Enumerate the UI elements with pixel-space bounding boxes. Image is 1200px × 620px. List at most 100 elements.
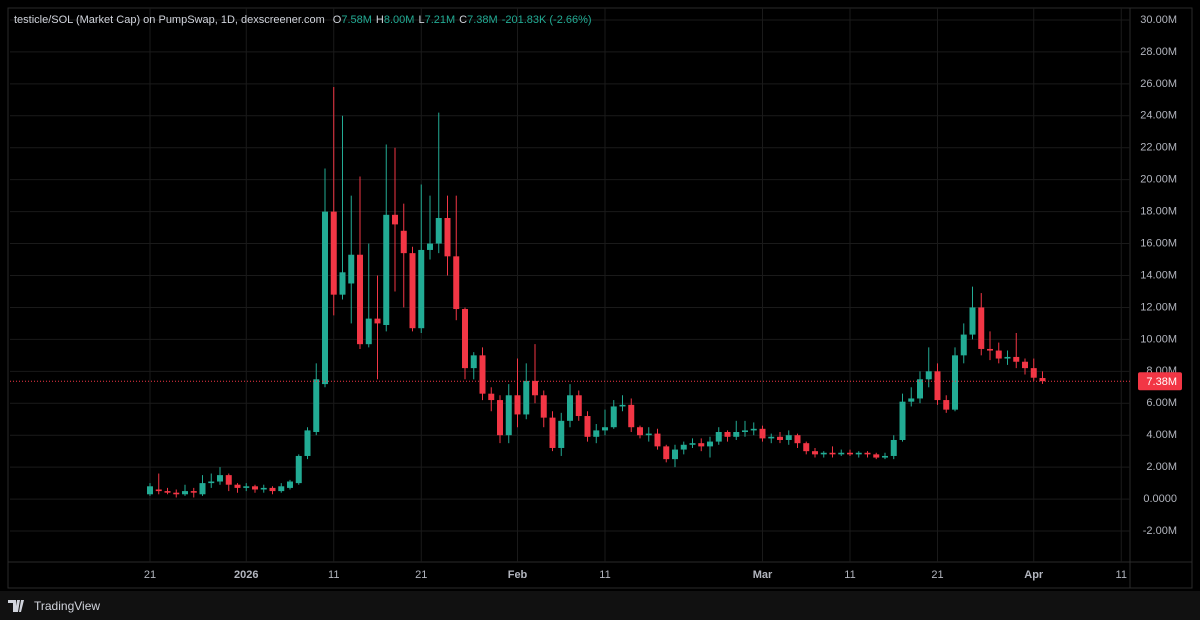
candle-body [453,256,460,310]
candle-body [698,443,705,447]
candle-body [1030,368,1037,378]
candle-body [558,420,565,448]
candle-body [873,454,880,458]
candle-body [759,428,766,439]
ohlc-item: O7.58M [333,14,372,26]
ohlc-value: 7.38M [467,14,498,26]
x-tick-label: 11 [328,569,339,581]
candle-body [322,211,328,385]
candle-body [287,481,293,488]
y-tick-label: 18.00M [1140,206,1177,218]
candle-body [313,379,320,433]
candle-body [645,433,652,436]
candle-body [497,400,503,436]
y-tick-label: 12.00M [1140,301,1177,313]
candle-body [794,435,801,444]
y-tick-label: 0.0000 [1143,493,1177,505]
candle-body [637,427,643,436]
candle-body [987,348,993,351]
candle-body [155,489,162,492]
candle-body [838,452,845,455]
candle-body [260,487,267,490]
candle-body [1039,378,1046,382]
candle-body [357,254,363,345]
candle-body [435,218,442,244]
candle-body [427,243,433,250]
candle-body [882,455,888,458]
candle-body [348,254,355,284]
candle-body [829,452,836,455]
y-tick-label: 14.00M [1140,269,1177,281]
y-tick-label: 30.00M [1140,14,1177,26]
candle-body [680,444,687,450]
ohlc-letter: O [332,14,342,26]
x-tick-label: 21 [931,569,943,581]
y-tick-label: 28.00M [1140,46,1177,58]
candle-body [628,404,635,428]
candle-body [934,371,941,401]
x-tick-label: 11 [1116,569,1127,581]
candle-body [540,395,547,418]
y-tick-label: 4.00M [1146,429,1177,441]
candle-body [278,486,285,492]
ohlc-item: C7.38M [459,14,498,26]
x-tick-label: 21 [415,569,427,581]
ohlc-letter: C [459,14,468,26]
candle-body [164,491,171,493]
brand-logo [8,599,24,612]
candle-body [602,427,608,431]
candle-body [707,441,713,447]
candle-body [960,334,967,356]
candle-body [199,483,206,495]
candle-body [899,401,906,440]
brand-name: TradingView [34,598,101,613]
candle-body [952,355,958,410]
candle-body [908,398,915,402]
candle-body [208,481,215,484]
candle-body [1013,356,1020,362]
chart-frame [7,7,1193,589]
candle-body [225,475,232,485]
last-price-label: 7.38M [1146,376,1177,388]
x-tick-label: 21 [144,569,156,581]
ohlc-letter: H [375,14,384,26]
x-tick-label: Apr [1024,569,1044,581]
ohlc-letter: L [418,14,425,26]
candle-body [750,428,757,431]
candle-body [409,253,416,329]
candle-body [1004,356,1011,359]
candle-body [969,307,976,335]
y-tick-label: 2.00M [1146,461,1177,473]
chart: 30.00M 28.00M 26.00M 24.00M 22.00M 20.00M 18.0… [7,7,1193,589]
candle-body [549,417,556,448]
candle-body [847,452,853,455]
y-tick-label: 10.00M [1140,333,1177,345]
candle-body [252,486,258,490]
footer-bar: TradingView [0,591,1200,620]
candle-body [715,432,722,442]
candle-body [190,491,197,493]
candle-body [672,449,678,460]
candle-body [689,443,696,445]
candle-body [234,484,241,488]
y-tick-label: 22.00M [1140,142,1177,154]
last-price-box [1138,372,1182,391]
x-tick-label: 11 [599,569,610,581]
candle-body [777,436,783,440]
candle-body [1022,361,1028,369]
candle-body [330,211,337,295]
candle-body [724,432,731,437]
candle-body [392,214,398,225]
candle-body [917,379,923,399]
candle-body [864,452,871,455]
candle-body [304,430,311,456]
candle-body [147,486,153,495]
candle-body [890,439,897,456]
candle-body [619,404,626,407]
ohlc-value: 8.00M [383,14,415,26]
candle-body [855,452,862,455]
ohlc-item: H8.00M [376,14,415,26]
candle-body [803,443,810,452]
candle-body [654,433,661,447]
